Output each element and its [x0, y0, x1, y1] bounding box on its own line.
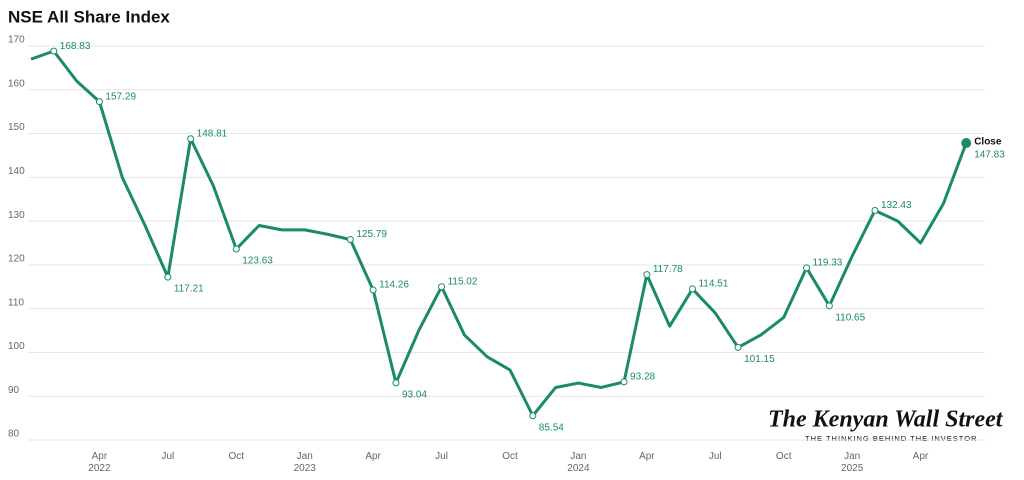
annotation-point	[232, 245, 240, 253]
x-tick-label: Apr	[365, 451, 381, 462]
y-tick-label: 90	[8, 385, 20, 396]
x-tick-label: Oct	[229, 451, 245, 462]
x-tick-label: Apr	[913, 451, 929, 462]
value-label: 114.26	[379, 280, 409, 291]
y-tick-label: 100	[8, 341, 25, 352]
value-label: 132.43	[881, 200, 912, 211]
value-label: 85.54	[539, 422, 564, 433]
annotation-point	[825, 302, 833, 310]
line	[30, 49, 968, 418]
annotation-point	[346, 236, 354, 244]
x-tick-label: Apr 2022	[88, 451, 111, 474]
value-label: 168.83	[60, 41, 91, 52]
y-tick-label: 170	[8, 35, 25, 46]
value-label: 117.21	[174, 284, 204, 295]
value-label: 93.28	[630, 372, 655, 383]
x-tick-label: Jul	[161, 451, 174, 462]
annotation-point	[392, 379, 400, 387]
x-tick-label: Jul	[709, 451, 722, 462]
watermark: The Kenyan Wall Street	[768, 407, 1004, 433]
end-point	[961, 138, 972, 149]
value-label: 115.02	[448, 276, 478, 287]
x-tick-label: Apr	[639, 451, 655, 462]
value-label: 114.51	[698, 279, 728, 290]
value-label: 147.83	[974, 150, 1005, 161]
annotation-point	[871, 206, 879, 214]
watermark-tagline: THE THINKING BEHIND THE INVESTOR	[805, 434, 977, 443]
series-label: Close	[974, 137, 1002, 148]
value-label: 125.79	[356, 229, 387, 240]
annotation-point	[734, 343, 742, 351]
y-tick-label: 140	[8, 166, 25, 177]
annotation-point	[95, 98, 103, 106]
value-label: 157.29	[105, 91, 136, 102]
value-label: 119.33	[813, 257, 843, 268]
x-tick-label: Jul	[435, 451, 448, 462]
x-tick-label: Oct	[502, 451, 518, 462]
annotation-point	[187, 135, 195, 143]
y-tick-label: 160	[8, 78, 25, 89]
value-label: 123.63	[242, 256, 273, 267]
annotation-point	[529, 412, 537, 420]
x-tick-label: Oct	[776, 451, 792, 462]
annotation-point	[620, 378, 628, 386]
y-tick-label: 130	[8, 210, 25, 221]
annotation-point	[643, 271, 651, 279]
y-tick-label: 80	[8, 429, 20, 440]
annotation-point	[803, 264, 811, 272]
annotation-point	[50, 47, 58, 55]
value-label: 148.81	[197, 128, 228, 139]
chart-title: NSE All Share Index	[8, 7, 170, 26]
y-tick-label: 110	[8, 297, 24, 308]
value-label: 117.78	[653, 264, 683, 275]
y-tick-label: 120	[8, 254, 25, 265]
x-tick-label: Jan 2024	[567, 451, 590, 474]
x-tick-label: Jan 2025	[841, 451, 864, 474]
value-label: 110.65	[835, 312, 865, 323]
value-label: 101.15	[744, 354, 775, 365]
annotation-point	[164, 273, 172, 281]
annotation-point	[438, 283, 446, 291]
annotation-point	[688, 285, 696, 293]
annotation-point	[369, 286, 377, 294]
x-tick-label: Jan 2023	[294, 451, 317, 474]
y-tick-label: 150	[8, 122, 25, 133]
value-label: 93.04	[402, 390, 427, 401]
